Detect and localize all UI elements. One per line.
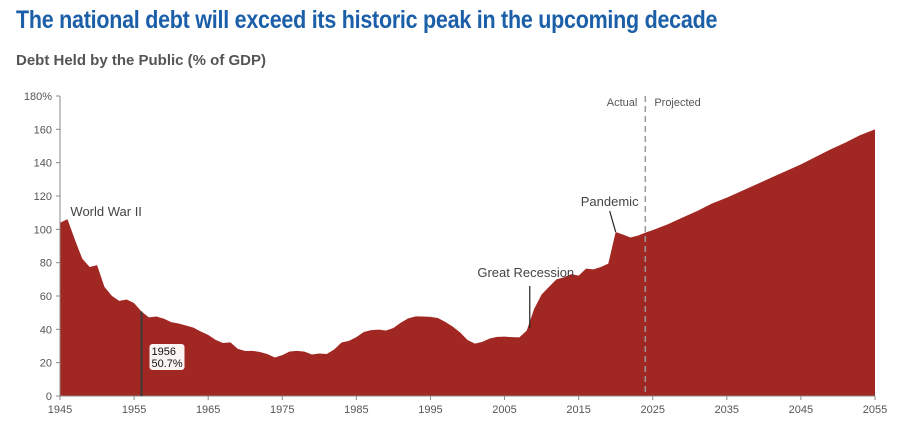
callout-box [149, 344, 185, 370]
x-tick-label: 2025 [640, 404, 664, 416]
page-title: The national debt will exceed its histor… [16, 6, 718, 34]
x-tick-label: 2045 [789, 404, 813, 416]
annotation-great-recession: Great Recession [477, 265, 574, 280]
callout-year: 1956 [152, 346, 176, 358]
y-tick-label: 80 [40, 258, 52, 270]
x-tick-label: 1985 [344, 404, 368, 416]
x-tick-label: 2055 [863, 404, 887, 416]
y-tick-label: 40 [40, 324, 52, 336]
x-tick-label: 2035 [715, 404, 739, 416]
x-tick-label: 2005 [492, 404, 516, 416]
x-tick-label: 1965 [196, 404, 220, 416]
x-tick-label: 1945 [48, 404, 72, 416]
y-tick-label: 20 [40, 358, 52, 370]
y-tick-label: 160 [34, 124, 52, 136]
chart-subtitle: Debt Held by the Public (% of GDP) [16, 52, 267, 69]
y-tick-label: 140 [34, 158, 52, 170]
annotation-pandemic: Pandemic [581, 194, 639, 209]
x-tick-label: 1955 [122, 404, 146, 416]
x-tick-label: 1995 [418, 404, 442, 416]
y-tick-label: 100 [34, 224, 52, 236]
x-tick-label: 2015 [566, 404, 590, 416]
y-tick-label: 180% [24, 91, 52, 103]
projected-label: Projected [654, 97, 700, 109]
pandemic-leader [609, 210, 617, 233]
y-tick-label: 60 [40, 291, 52, 303]
debt-area [60, 129, 875, 396]
y-tick-label: 120 [34, 191, 52, 203]
actual-label: Actual [607, 97, 638, 109]
annotation-world-war-ii: World War II [70, 204, 142, 219]
y-tick-label: 0 [46, 391, 52, 403]
callout-value: 50.7% [152, 358, 183, 370]
x-tick-label: 1975 [270, 404, 294, 416]
